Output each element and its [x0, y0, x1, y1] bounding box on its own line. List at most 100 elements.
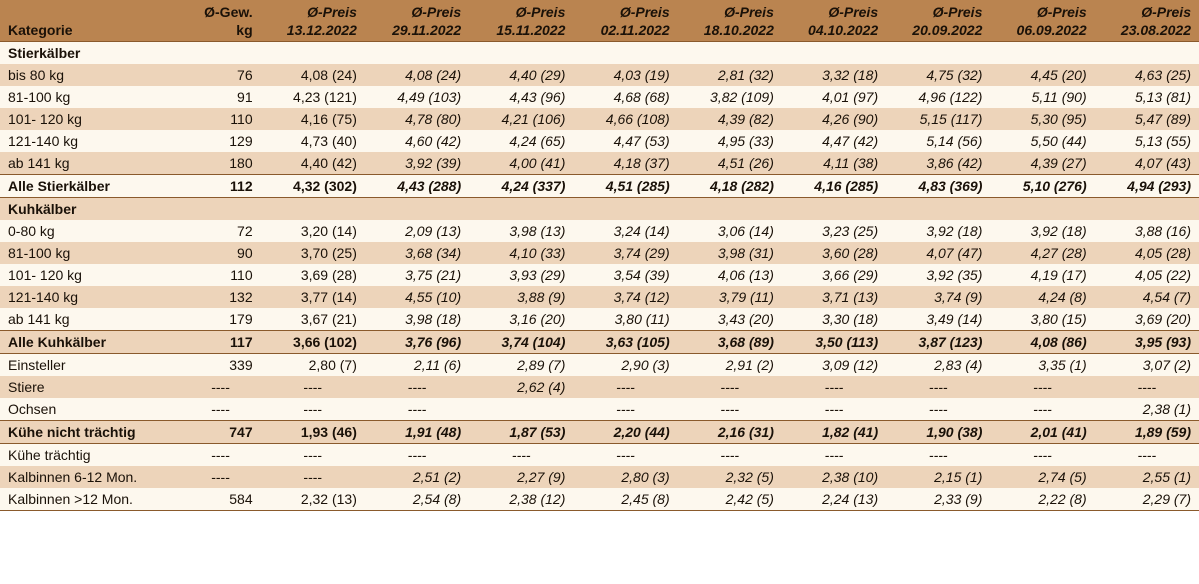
row-label: Kalbinnen 6-12 Mon. [0, 466, 180, 488]
table-row: 101- 120 kg1103,69 (28)3,75 (21)3,93 (29… [0, 264, 1199, 286]
table-row: Ochsen--------------------------------2,… [0, 398, 1199, 421]
value-cell: 3,63 (105) [573, 331, 677, 354]
value-cell: 4,73 (40) [261, 130, 365, 152]
value-cell: 4,47 (42) [782, 130, 886, 152]
value-cell: 3,74 (12) [573, 286, 677, 308]
value-cell: 3,24 (14) [573, 220, 677, 242]
weight-cell: 90 [180, 242, 260, 264]
weight-cell: 132 [180, 286, 260, 308]
value-cell: 3,66 (29) [782, 264, 886, 286]
col-price-7: Ø-Preis06.09.2022 [990, 0, 1094, 42]
value-cell: 3,69 (28) [261, 264, 365, 286]
weight-cell: 112 [180, 175, 260, 198]
col-price-5: Ø-Preis04.10.2022 [782, 0, 886, 42]
weight-cell: 747 [180, 421, 260, 444]
value-cell: 3,49 (14) [886, 308, 990, 331]
value-cell: ---- [782, 444, 886, 467]
value-cell: 2,83 (4) [886, 354, 990, 377]
value-cell: 3,50 (113) [782, 331, 886, 354]
value-cell: 5,14 (56) [886, 130, 990, 152]
price-label: Ø-Preis [724, 4, 774, 20]
value-cell: 3,32 (18) [782, 64, 886, 86]
value-cell: 3,43 (20) [678, 308, 782, 331]
value-cell: 3,92 (18) [990, 220, 1094, 242]
value-cell: 1,87 (53) [469, 421, 573, 444]
price-table: KategorieØ-Gew.kgØ-Preis13.12.2022Ø-Prei… [0, 0, 1199, 511]
value-cell: 4,26 (90) [782, 108, 886, 130]
value-cell: 3,54 (39) [573, 264, 677, 286]
value-cell: 4,03 (19) [573, 64, 677, 86]
value-cell: 3,66 (102) [261, 331, 365, 354]
value-cell: 3,60 (28) [782, 242, 886, 264]
value-cell: ---- [1095, 444, 1199, 467]
price-date: 13.12.2022 [287, 22, 357, 38]
table-row: Stierkälber [0, 42, 1199, 65]
value-cell: 3,95 (93) [1095, 331, 1199, 354]
value-cell: 3,93 (29) [469, 264, 573, 286]
value-cell: 3,87 (123) [886, 331, 990, 354]
table-row: 121-140 kg1294,73 (40)4,60 (42)4,24 (65)… [0, 130, 1199, 152]
value-cell: ---- [261, 466, 365, 488]
value-cell: 2,89 (7) [469, 354, 573, 377]
weight-l1: Ø-Gew. [204, 4, 253, 20]
weight-cell: 110 [180, 108, 260, 130]
value-cell: 4,19 (17) [990, 264, 1094, 286]
value-cell: 3,88 (9) [469, 286, 573, 308]
value-cell: 3,74 (104) [469, 331, 573, 354]
empty-cell [573, 42, 677, 65]
value-cell: 3,79 (11) [678, 286, 782, 308]
value-cell: 5,10 (276) [990, 175, 1094, 198]
value-cell: 3,98 (13) [469, 220, 573, 242]
value-cell: 2,20 (44) [573, 421, 677, 444]
value-cell: 3,35 (1) [990, 354, 1094, 377]
value-cell: 2,29 (7) [1095, 488, 1199, 511]
value-cell: 4,43 (96) [469, 86, 573, 108]
empty-cell [782, 198, 886, 221]
col-price-8: Ø-Preis23.08.2022 [1095, 0, 1199, 42]
value-cell: ---- [678, 376, 782, 398]
value-cell: 3,71 (13) [782, 286, 886, 308]
value-cell: 4,32 (302) [261, 175, 365, 198]
value-cell: 1,93 (46) [261, 421, 365, 444]
row-label: 121-140 kg [0, 130, 180, 152]
value-cell: 2,01 (41) [990, 421, 1094, 444]
value-cell: 3,82 (109) [678, 86, 782, 108]
value-cell: 3,16 (20) [469, 308, 573, 331]
table-row: Einsteller3392,80 (7)2,11 (6)2,89 (7)2,9… [0, 354, 1199, 377]
price-date: 02.11.2022 [601, 22, 670, 38]
value-cell: 2,15 (1) [886, 466, 990, 488]
table-header: KategorieØ-Gew.kgØ-Preis13.12.2022Ø-Prei… [0, 0, 1199, 42]
value-cell: 4,43 (288) [365, 175, 469, 198]
empty-cell [180, 42, 260, 65]
value-cell: ---- [469, 444, 573, 467]
value-cell: 3,68 (34) [365, 242, 469, 264]
value-cell: 2,09 (13) [365, 220, 469, 242]
value-cell: 2,54 (8) [365, 488, 469, 511]
row-label: 121-140 kg [0, 286, 180, 308]
value-cell: ---- [1095, 376, 1199, 398]
value-cell: 4,75 (32) [886, 64, 990, 86]
row-label: 81-100 kg [0, 242, 180, 264]
table-body: Stierkälberbis 80 kg764,08 (24)4,08 (24)… [0, 42, 1199, 511]
value-cell: 4,51 (26) [678, 152, 782, 175]
price-date: 04.10.2022 [808, 22, 878, 38]
value-cell: 3,07 (2) [1095, 354, 1199, 377]
value-cell: 3,80 (15) [990, 308, 1094, 331]
value-cell: 3,75 (21) [365, 264, 469, 286]
row-label: 101- 120 kg [0, 264, 180, 286]
value-cell: 3,77 (14) [261, 286, 365, 308]
price-label: Ø-Preis [307, 4, 357, 20]
value-cell: 4,10 (33) [469, 242, 573, 264]
row-label: ab 141 kg [0, 308, 180, 331]
value-cell: 2,38 (12) [469, 488, 573, 511]
value-cell: 4,11 (38) [782, 152, 886, 175]
value-cell: ---- [365, 398, 469, 421]
value-cell: 5,50 (44) [990, 130, 1094, 152]
value-cell: 4,66 (108) [573, 108, 677, 130]
weight-cell: ---- [180, 466, 260, 488]
price-date: 18.10.2022 [704, 22, 774, 38]
value-cell: 1,82 (41) [782, 421, 886, 444]
price-label: Ø-Preis [620, 4, 670, 20]
empty-cell [573, 198, 677, 221]
table-row: 121-140 kg1323,77 (14)4,55 (10)3,88 (9)3… [0, 286, 1199, 308]
